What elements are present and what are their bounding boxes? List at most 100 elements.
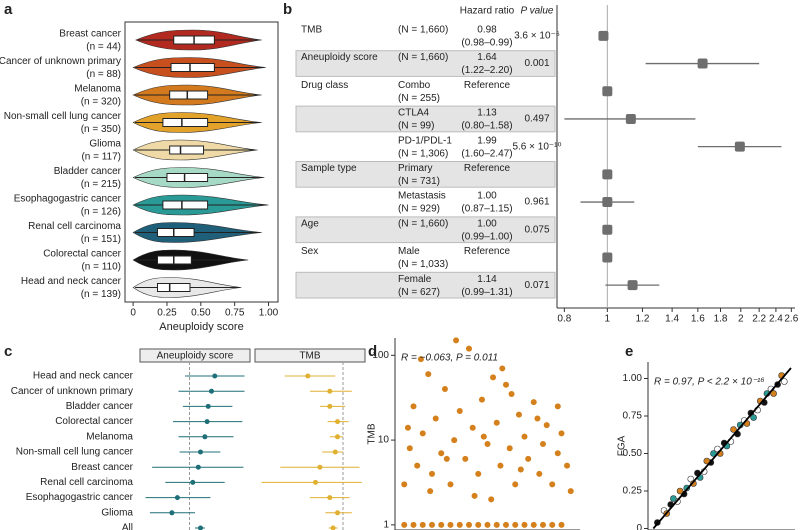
point bbox=[503, 381, 509, 388]
hr-point bbox=[697, 58, 708, 69]
x-tick-label: 0.50 bbox=[191, 308, 211, 319]
point bbox=[478, 396, 485, 403]
point bbox=[410, 521, 417, 528]
estimate-point bbox=[169, 510, 175, 516]
hr-point bbox=[602, 197, 613, 208]
row-group: Sample type bbox=[301, 163, 357, 174]
p-label: 0.071 bbox=[524, 280, 549, 291]
category-label: All bbox=[122, 523, 133, 530]
point bbox=[484, 521, 491, 528]
point bbox=[427, 488, 434, 495]
estimate-point bbox=[335, 510, 340, 516]
point bbox=[558, 430, 565, 437]
x-tick-label: 2.6 bbox=[784, 314, 798, 325]
point bbox=[443, 455, 450, 462]
hr-label: Reference bbox=[464, 80, 511, 91]
row-group: Drug class bbox=[301, 80, 348, 91]
y-axis-label: TMB bbox=[367, 423, 378, 444]
point bbox=[521, 521, 528, 528]
estimate-point bbox=[198, 525, 203, 530]
p-label: 5.6 × 10⁻¹⁰ bbox=[512, 141, 561, 152]
point bbox=[447, 481, 454, 488]
x-tick-label: 2.4 bbox=[769, 314, 783, 325]
box bbox=[169, 90, 209, 100]
estimate-point bbox=[313, 479, 318, 485]
panel-letter: d bbox=[368, 343, 377, 360]
p-label: 0.497 bbox=[524, 114, 549, 125]
point bbox=[564, 462, 571, 469]
point bbox=[525, 455, 532, 462]
point bbox=[441, 386, 448, 393]
estimate-point bbox=[198, 449, 203, 455]
point bbox=[567, 488, 574, 495]
row-level: Metastasis bbox=[398, 191, 446, 202]
point bbox=[419, 521, 426, 528]
category-label: Glioma bbox=[89, 139, 121, 150]
point bbox=[781, 378, 788, 385]
estimate-point bbox=[190, 479, 196, 485]
y-tick-label: 0.25 bbox=[623, 486, 643, 497]
x-tick-label: 2.2 bbox=[752, 314, 766, 325]
hr-label: 1.13 bbox=[477, 108, 497, 119]
point bbox=[447, 521, 454, 528]
point bbox=[488, 496, 495, 503]
point bbox=[540, 440, 546, 447]
point bbox=[429, 521, 435, 528]
point bbox=[670, 495, 677, 502]
estimate-point bbox=[335, 419, 340, 425]
category-label: Non-small cell lung cancer bbox=[16, 447, 134, 458]
point bbox=[466, 345, 472, 352]
row-level: Female bbox=[398, 274, 432, 285]
box bbox=[156, 283, 191, 292]
point bbox=[750, 414, 757, 421]
category-label: Breast cancer bbox=[59, 29, 121, 40]
hr-point bbox=[598, 30, 609, 41]
category-label: Esophagogastric cancer bbox=[26, 492, 134, 503]
point bbox=[497, 462, 504, 469]
x-axis-label: Aneuploidy score bbox=[159, 321, 243, 333]
estimate-point bbox=[174, 495, 180, 501]
n-label: (n = 139) bbox=[81, 289, 121, 300]
row-level: Male bbox=[398, 246, 420, 257]
point bbox=[466, 521, 472, 528]
estimate-point bbox=[327, 403, 333, 409]
panel-letter: c bbox=[4, 343, 12, 360]
estimate-point bbox=[335, 434, 340, 440]
row-group: Aneuploidy score bbox=[301, 52, 378, 63]
estimate-point bbox=[330, 525, 336, 530]
category-label: Cancer of unknown primary bbox=[0, 56, 121, 67]
row-n: (N = 99) bbox=[398, 121, 434, 132]
ci-label: (0.80–1.58) bbox=[461, 121, 512, 132]
category-label: Colorectal cancer bbox=[43, 249, 121, 260]
point bbox=[512, 481, 519, 488]
point bbox=[499, 365, 506, 372]
row-shade bbox=[295, 161, 556, 188]
point bbox=[462, 455, 469, 462]
point bbox=[730, 426, 737, 433]
point bbox=[506, 445, 513, 452]
point bbox=[419, 430, 426, 437]
row-shade bbox=[295, 105, 556, 133]
estimate-point bbox=[205, 403, 211, 409]
category-label: Renal cell carcinoma bbox=[40, 477, 133, 488]
hr-point bbox=[602, 224, 613, 235]
hr-point bbox=[734, 141, 745, 152]
row-shade bbox=[295, 216, 556, 244]
point bbox=[480, 433, 487, 440]
category-label: Glioma bbox=[101, 507, 133, 518]
y-tick-label: 100 bbox=[372, 350, 389, 361]
estimate-point bbox=[212, 373, 218, 379]
hr-label: Reference bbox=[464, 163, 511, 174]
column-header: Hazard ratio bbox=[460, 6, 515, 17]
point bbox=[540, 521, 546, 528]
x-tick-label: 1.6 bbox=[691, 314, 705, 325]
point bbox=[515, 411, 522, 418]
ci-label: (0.99–1.31) bbox=[461, 287, 512, 298]
hr-label: 1.99 bbox=[477, 135, 497, 146]
point bbox=[401, 521, 408, 528]
p-label: 3.6 × 10⁻⁶ bbox=[514, 30, 560, 41]
y-tick-label: 0 bbox=[636, 523, 642, 530]
hr-label: 1.64 bbox=[477, 52, 497, 63]
hr-label: Reference bbox=[464, 246, 511, 257]
n-label: (n = 350) bbox=[81, 124, 121, 135]
